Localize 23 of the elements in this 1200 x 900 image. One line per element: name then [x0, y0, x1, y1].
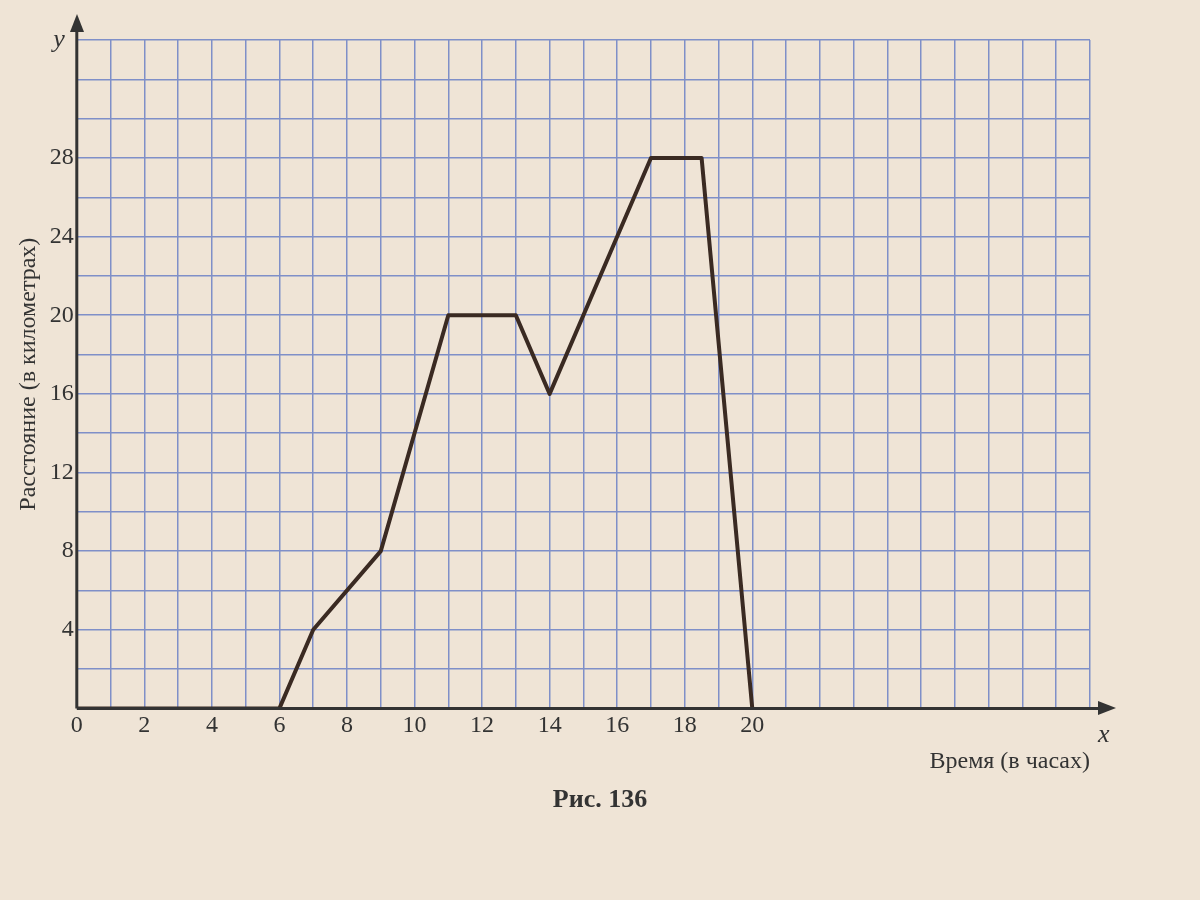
x-tick-label: 6	[273, 711, 286, 738]
y-tick-label: 4	[61, 615, 74, 642]
y-axis-title: Расстояние (в километрах)	[13, 237, 40, 511]
x-tick-label: 10	[402, 711, 427, 738]
y-tick-label: 24	[49, 221, 74, 248]
x-tick-label: 4	[205, 711, 218, 738]
x-tick-label: 8	[340, 711, 353, 738]
y-tick-label: 28	[49, 143, 74, 170]
text: x	[1097, 719, 1110, 749]
y-tick-label: 8	[61, 536, 74, 563]
text: y	[50, 23, 66, 53]
y-tick-label: 12	[49, 457, 74, 484]
x-tick-label: 0	[70, 711, 83, 738]
x-tick-label: 2	[138, 711, 151, 738]
x-tick-label: 14	[537, 711, 562, 738]
x-axis-title: Время (в часах)	[929, 746, 1090, 773]
x-tick-label: 16	[605, 711, 630, 738]
y-tick-label: 16	[49, 379, 74, 406]
y-tick-label: 20	[49, 300, 74, 327]
text: Рис. 136	[551, 784, 649, 814]
x-tick-label: 12	[470, 711, 495, 738]
x-tick-label: 18	[672, 711, 697, 738]
x-tick-label: 20	[740, 711, 765, 738]
